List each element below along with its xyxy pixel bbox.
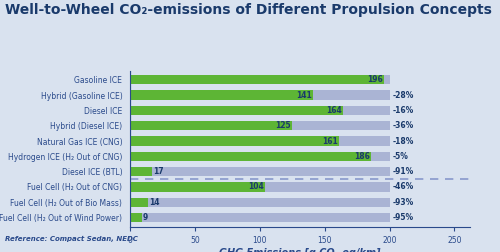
Bar <box>130 90 313 100</box>
Bar <box>130 152 390 161</box>
Text: 141: 141 <box>296 90 312 100</box>
Bar <box>130 182 390 192</box>
Text: Reference: Compact Sedan, NEDC: Reference: Compact Sedan, NEDC <box>5 236 138 242</box>
Bar <box>130 213 390 222</box>
X-axis label: GHG Emissions [g CO₂ eq/km]: GHG Emissions [g CO₂ eq/km] <box>219 248 381 252</box>
Text: -16%: -16% <box>392 106 413 115</box>
Text: -46%: -46% <box>392 182 413 192</box>
Text: Well-to-Wheel CO₂-emissions of Different Propulsion Concepts: Well-to-Wheel CO₂-emissions of Different… <box>5 3 492 17</box>
Bar <box>130 167 390 176</box>
Bar <box>130 136 339 146</box>
Text: 164: 164 <box>326 106 342 115</box>
Bar <box>130 198 148 207</box>
Text: 125: 125 <box>276 121 291 130</box>
Bar <box>130 182 265 192</box>
Bar <box>130 136 390 146</box>
Bar <box>130 152 372 161</box>
Text: 9: 9 <box>143 213 148 222</box>
Text: 14: 14 <box>150 198 160 207</box>
Text: -28%: -28% <box>392 90 413 100</box>
Bar <box>130 75 390 84</box>
Bar <box>130 213 141 222</box>
Text: -18%: -18% <box>392 137 413 145</box>
Bar <box>130 75 384 84</box>
Text: -5%: -5% <box>392 152 408 161</box>
Bar <box>130 167 152 176</box>
Bar <box>130 121 390 131</box>
Bar <box>130 198 390 207</box>
Text: -95%: -95% <box>392 213 413 222</box>
Text: 196: 196 <box>368 75 383 84</box>
Text: 17: 17 <box>154 167 164 176</box>
Text: 161: 161 <box>322 137 338 145</box>
Bar <box>130 90 390 100</box>
Bar <box>130 121 292 131</box>
Text: -91%: -91% <box>392 167 413 176</box>
Text: 104: 104 <box>248 182 264 192</box>
Bar <box>130 106 390 115</box>
Text: 186: 186 <box>354 152 370 161</box>
Text: -93%: -93% <box>392 198 413 207</box>
Text: -36%: -36% <box>392 121 413 130</box>
Bar <box>130 106 343 115</box>
